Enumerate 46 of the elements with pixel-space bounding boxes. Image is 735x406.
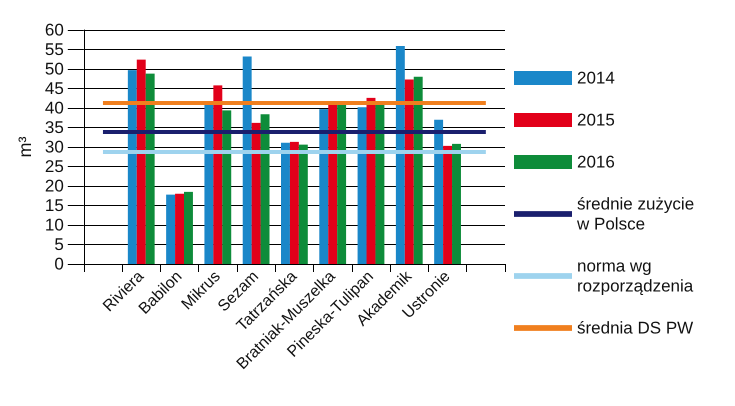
bar (281, 142, 290, 264)
y-tick-label: 45 (44, 79, 64, 98)
bar (414, 76, 423, 264)
bar (260, 114, 270, 264)
y-tick-label: 5 (54, 235, 64, 254)
legend-label: średnia DS PW (577, 318, 694, 338)
bar (319, 109, 328, 264)
bar (128, 70, 137, 264)
bar (443, 146, 452, 264)
bar (252, 122, 261, 264)
y-tick-label: 50 (44, 60, 64, 78)
y-tick-label: 25 (44, 157, 64, 176)
bar (396, 46, 405, 264)
y-axis-title: m³ (15, 136, 35, 158)
y-tick-label: 35 (44, 118, 64, 137)
bar (366, 98, 376, 264)
y-tick-label: 20 (44, 176, 64, 196)
bar (298, 144, 308, 264)
bar (452, 144, 461, 264)
bar (358, 107, 367, 264)
bar (175, 194, 184, 264)
y-tick-label: 0 (54, 254, 64, 274)
legend-label: 2015 (577, 110, 615, 130)
bar (184, 192, 193, 264)
bar (166, 194, 176, 264)
y-tick-label: 60 (44, 20, 64, 40)
bar (146, 74, 155, 264)
legend-label: norma wg rozporządzenia (577, 256, 694, 296)
y-tick-label: 15 (44, 196, 64, 215)
y-tick-label: 10 (44, 216, 64, 234)
legend-label: średnie zużycie w Polsce (576, 194, 699, 234)
bar (375, 104, 384, 264)
bar (136, 60, 146, 264)
legend-label: 2016 (577, 152, 615, 172)
bar (204, 104, 214, 264)
y-tick-label: 40 (44, 98, 64, 118)
bar (337, 104, 346, 264)
bar (213, 85, 222, 264)
y-tick-label: 55 (44, 40, 64, 59)
bar (434, 120, 444, 264)
bar (290, 142, 299, 264)
legend-label: 2014 (577, 68, 615, 88)
bar (222, 110, 232, 264)
y-tick-label: 30 (44, 138, 64, 156)
bar (328, 104, 338, 264)
bar (242, 56, 252, 264)
